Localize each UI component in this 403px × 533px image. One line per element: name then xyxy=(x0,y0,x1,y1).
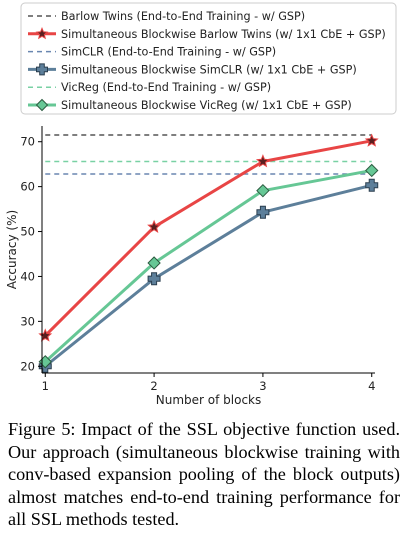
series-line-1 xyxy=(44,183,373,368)
y-tick-label-2: 40 xyxy=(20,269,35,283)
y-tick-label-5: 70 xyxy=(20,135,35,149)
x-axis-label: Number of blocks xyxy=(156,393,262,407)
chart: Barlow Twins (End-to-End Training - w/ G… xyxy=(5,2,397,407)
data-point-0-3 xyxy=(364,133,379,147)
data-point-2-2 xyxy=(256,183,270,198)
legend-label-4: VicReg (End-to-End Training - w/ GSP) xyxy=(61,81,271,94)
legend-marker-3 xyxy=(36,63,48,76)
x-tick-label-2: 3 xyxy=(259,379,266,393)
figure-caption: Figure 5: Impact of the SSL objective fu… xyxy=(8,419,400,529)
legend-label-3: Simultaneous Blockwise SimCLR (w/ 1x1 Cb… xyxy=(61,63,357,76)
x-tick-label-1: 2 xyxy=(150,379,157,393)
series-line-2 xyxy=(44,168,373,363)
y-tick-label-3: 50 xyxy=(20,225,35,239)
y-tick-label-0: 20 xyxy=(20,359,35,373)
data-point-2-1 xyxy=(147,256,161,270)
legend-label-1: Simultaneous Blockwise Barlow Twins (w/ … xyxy=(61,28,386,41)
plot-area xyxy=(38,133,379,373)
legend-label-0: Barlow Twins (End-to-End Training - w/ G… xyxy=(61,10,305,23)
legend-label-5: Simultaneous Blockwise VicReg (w/ 1x1 Cb… xyxy=(61,99,352,112)
data-point-1-1 xyxy=(147,272,161,286)
data-point-0-2 xyxy=(255,154,270,168)
data-point-2-3 xyxy=(365,163,379,178)
data-point-1-3 xyxy=(365,178,379,192)
legend-box xyxy=(20,2,397,115)
data-point-0-1 xyxy=(147,219,162,233)
x-tick-label-3: 4 xyxy=(368,379,375,393)
legend-marker-1 xyxy=(35,26,49,40)
legend-marker-5 xyxy=(35,98,49,112)
series-line-0 xyxy=(44,139,373,337)
x-tick-label-0: 1 xyxy=(42,379,49,393)
axes: 20 30 40 50 60 70 1 2 3 4 Number of blocks Accuracy… xyxy=(5,126,375,407)
legend: Barlow Twins (End-to-End Training - w/ G… xyxy=(20,2,397,115)
y-tick-label-4: 60 xyxy=(20,180,35,194)
data-point-1-2 xyxy=(256,205,270,219)
y-axis-label: Accuracy (%) xyxy=(5,210,19,289)
legend-label-2: SimCLR (End-to-End Training - w/ GSP) xyxy=(61,46,276,59)
y-tick-label-1: 30 xyxy=(20,314,35,328)
